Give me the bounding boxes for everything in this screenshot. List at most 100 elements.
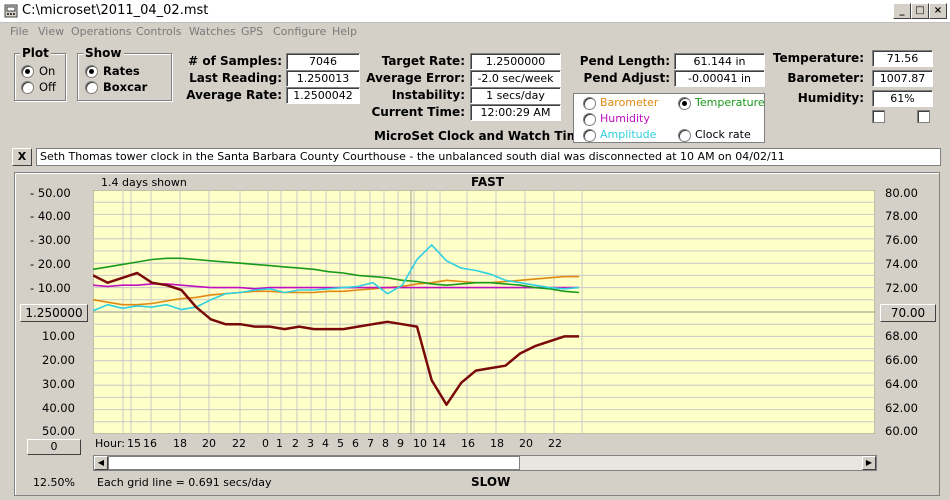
- clock-rate-option-label: Clock rate: [695, 128, 751, 141]
- scroll-thumb[interactable]: [108, 456, 520, 470]
- temperature-field: 71.56: [872, 50, 933, 67]
- current-time-label: Current Time:: [371, 105, 465, 119]
- show-rates-label: Rates: [103, 64, 140, 78]
- humidity-field: 61%: [872, 90, 933, 107]
- plot-on-label: On: [39, 64, 56, 78]
- current-time-field: 12:00:29 AM: [470, 104, 561, 121]
- left-tick: - 30.00: [30, 233, 71, 247]
- menu-controls[interactable]: Controls: [136, 25, 182, 38]
- amplitude-option-label: Amplitude: [600, 128, 657, 141]
- right-tick: 74.00: [885, 257, 918, 271]
- average-rate-label: Average Rate:: [186, 88, 282, 102]
- pend-adjust-field: -0.00041 in: [674, 70, 765, 87]
- menu-operations[interactable]: Operations: [71, 25, 132, 38]
- show-group: [77, 53, 172, 101]
- plot-on-radio[interactable]: [21, 65, 34, 78]
- barometer-field: 1007.87: [872, 70, 933, 87]
- chart-frame: [14, 172, 940, 496]
- samples-field: 7046: [286, 53, 360, 70]
- average-error-label: Average Error:: [366, 71, 465, 85]
- barometer-label: Barometer:: [787, 71, 864, 85]
- humidity-label: Humidity:: [797, 91, 864, 105]
- left-tick: 20.00: [42, 353, 75, 367]
- right-tick: 80.00: [885, 186, 918, 200]
- right-tick: 68.00: [885, 329, 918, 343]
- series-barometer-line: [93, 275, 579, 306]
- instability-label: Instability:: [391, 88, 465, 102]
- grid-note: Each grid line = 0.691 secs/day: [97, 476, 272, 489]
- note-input[interactable]: Seth Thomas tower clock in the Santa Bar…: [36, 148, 941, 166]
- pend-length-field[interactable]: 61.144 in: [674, 53, 765, 70]
- scroll-left-button[interactable]: ◀: [94, 456, 108, 470]
- menu-bar: File View Operations Controls Watches GP…: [0, 22, 950, 41]
- barometer-checkbox[interactable]: [917, 110, 930, 123]
- time-scrollbar[interactable]: ◀ ▶: [93, 455, 877, 471]
- scroll-right-button[interactable]: ▶: [862, 456, 876, 470]
- target-rate-field[interactable]: 1.2500000: [470, 53, 561, 70]
- menu-file[interactable]: File: [10, 25, 29, 38]
- left-tick: 10.00: [42, 329, 75, 343]
- temperature-checkbox[interactable]: [872, 110, 885, 123]
- series-temperature-line: [93, 257, 580, 294]
- days-shown-label: 1.4 days shown: [101, 176, 187, 189]
- plot-off-label: Off: [39, 80, 56, 94]
- menu-view[interactable]: View: [38, 25, 65, 38]
- show-rates-radio[interactable]: [85, 65, 98, 78]
- average-rate-field: 1.2500042: [286, 87, 360, 104]
- menu-watches[interactable]: Watches: [189, 25, 236, 38]
- app-caption: MicroSet Clock and Watch Timer: [374, 129, 594, 143]
- menu-configure[interactable]: Configure: [273, 25, 327, 38]
- instability-field: 1 secs/day: [470, 87, 561, 104]
- clock-rate-radio[interactable]: [678, 129, 691, 142]
- menu-gps[interactable]: GPS: [241, 25, 264, 38]
- humidity-option-label: Humidity: [600, 112, 650, 125]
- temperature-label: Temperature:: [772, 51, 864, 65]
- amplitude-radio[interactable]: [583, 129, 596, 142]
- zoom-level: 12.50%: [33, 476, 75, 489]
- humidity-radio[interactable]: [583, 113, 596, 126]
- last-reading-field: 1.250013: [286, 70, 360, 87]
- right-tick: 66.00: [885, 353, 918, 367]
- left-tick: 50.00: [42, 424, 75, 438]
- center-rate-button[interactable]: 1.250000: [20, 304, 88, 322]
- pend-adjust-label: Pend Adjust:: [583, 71, 670, 85]
- series-clock-rate-line: [93, 271, 579, 406]
- fast-label: FAST: [471, 175, 504, 189]
- right-tick: 60.00: [885, 424, 918, 438]
- left-tick: - 50.00: [30, 186, 71, 200]
- right-tick: 64.00: [885, 377, 918, 391]
- samples-label: # of Samples:: [188, 54, 282, 68]
- left-tick: 30.00: [42, 377, 75, 391]
- right-tick: 62.00: [885, 401, 918, 415]
- minimize-button[interactable]: _: [893, 3, 911, 19]
- left-tick: - 10.00: [30, 281, 71, 295]
- slow-label: SLOW: [471, 475, 511, 489]
- plot-off-radio[interactable]: [21, 81, 34, 94]
- left-tick: - 40.00: [30, 209, 71, 223]
- maximize-button[interactable]: □: [911, 3, 929, 19]
- left-tick: - 20.00: [30, 257, 71, 271]
- show-boxcar-label: Boxcar: [103, 80, 148, 94]
- close-button[interactable]: ×: [929, 3, 947, 19]
- plot-area: [93, 190, 875, 434]
- barometer-option-label: Barometer: [600, 96, 659, 109]
- right-tick: 78.00: [885, 209, 918, 223]
- temperature-radio[interactable]: [678, 97, 691, 110]
- window-title: C:\microset\2011_04_02.mst: [22, 3, 209, 18]
- menu-help[interactable]: Help: [332, 25, 358, 38]
- right-tick: 76.00: [885, 233, 918, 247]
- sensor-selector: [573, 93, 765, 143]
- title-bar: C:\microset\2011_04_02.mst _ □ ×: [0, 0, 950, 23]
- left-tick: 40.00: [42, 401, 75, 415]
- average-error-field: -2.0 sec/week: [470, 70, 561, 87]
- right-tick: 72.00: [885, 281, 918, 295]
- note-close-button[interactable]: X: [12, 148, 32, 166]
- barometer-radio[interactable]: [583, 97, 596, 110]
- zero-offset-button[interactable]: 0: [27, 439, 81, 455]
- show-group-title: Show: [83, 46, 124, 60]
- app-icon: [4, 4, 18, 18]
- last-reading-label: Last Reading:: [189, 71, 282, 85]
- center-temp-button[interactable]: 70.00: [880, 304, 936, 322]
- show-boxcar-radio[interactable]: [85, 81, 98, 94]
- target-rate-label: Target Rate:: [381, 54, 465, 68]
